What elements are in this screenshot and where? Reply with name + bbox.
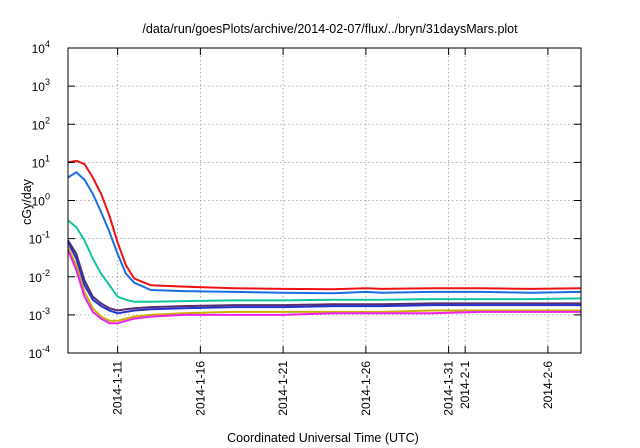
axes: 2014-1-11 2014-1-16 2014-1-21 2014-1-26 2014… [29,39,582,416]
series-line [67,241,581,315]
series-line [67,219,582,303]
series-line [67,171,582,295]
plot-frame [67,47,582,354]
series-line [67,249,581,325]
x-tick-label: 2014-1-26 [359,361,373,416]
y-tick-label: 10-2 [29,268,50,285]
x-tick-label: 2014-1-21 [276,361,290,416]
x-tick-label: 2014-2-6 [541,361,555,409]
y-tick-label: 10-1 [29,230,50,247]
series-line [67,239,581,312]
y-tick-label: 101 [32,153,50,170]
y-tick-label: 10-4 [29,344,50,361]
plot-area [67,159,582,325]
y-tick-label: 100 [32,192,50,209]
x-tick-label: 2014-1-11 [111,361,125,415]
y-tick-label: 102 [32,115,50,132]
chart-title: /data/run/goesPlots/archive/2014-02-07/f… [142,22,518,36]
x-tick-label: 2014-2-1 [458,361,472,409]
series-line [67,246,581,322]
x-tick-label: 2014-1-16 [193,361,207,416]
x-axis-label: Coordinated Universal Time (UTC) [227,431,419,445]
x-tick-label: 2014-1-31 [442,361,456,416]
y-axis-label: cGy/day [20,178,34,225]
series-line [67,159,582,291]
y-tick-label: 10-3 [29,306,50,323]
y-tick-label: 104 [32,39,50,56]
y-tick-label: 103 [32,77,50,94]
